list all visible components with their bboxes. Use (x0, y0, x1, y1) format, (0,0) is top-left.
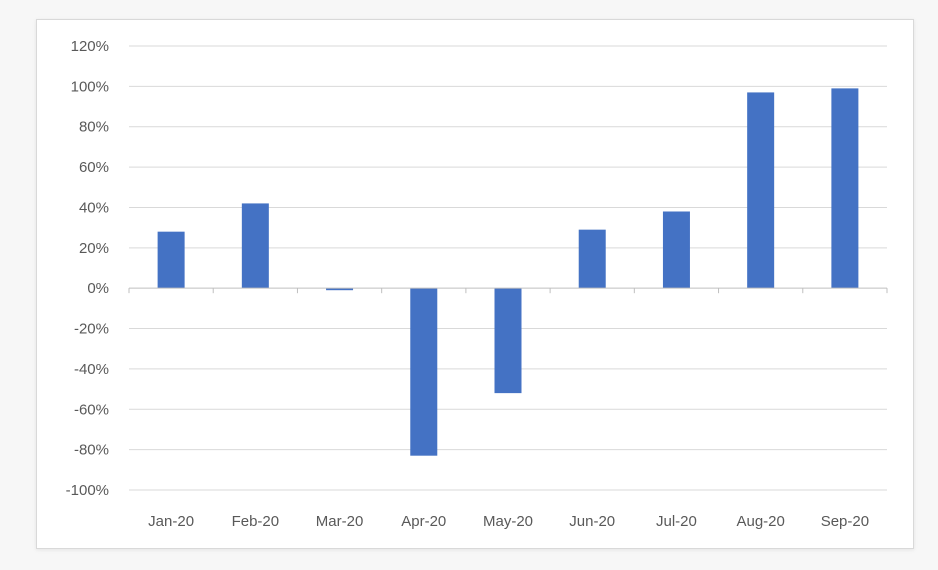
y-tick-label: -100% (66, 482, 109, 499)
y-tick-label: 60% (79, 159, 109, 176)
bar-sep-20 (831, 88, 859, 289)
x-axis-ticks: Jan-20 Feb-20 Mar-20 Apr-20 May-20 Jun-20 Jul-… (148, 513, 869, 530)
y-tick-label: 120% (71, 38, 109, 55)
bar-may-20 (494, 288, 522, 394)
bar-jan-20 (157, 231, 185, 289)
x-axis (128, 287, 888, 294)
y-tick-label: 100% (71, 78, 109, 95)
x-tick-label: May-20 (483, 513, 533, 530)
x-tick-label: Mar-20 (316, 513, 364, 530)
bar-chart: 120% 100% 80% 60% 40% 20% 0% -20% -40% -60% -80% -1… (66, 38, 888, 530)
x-tick-label: Aug-20 (736, 513, 784, 530)
y-tick-label: -60% (74, 401, 109, 418)
bar-jul-20 (662, 211, 690, 289)
x-tick-label: Jul-20 (656, 513, 697, 530)
y-tick-label: -40% (74, 361, 109, 378)
y-tick-label: 0% (87, 280, 109, 297)
y-tick-label: -80% (74, 442, 109, 459)
bar-jun-20 (578, 229, 606, 289)
x-tick-label: Sep-20 (821, 513, 869, 530)
bar-feb-20 (241, 203, 269, 289)
x-tick-label: Jun-20 (569, 513, 615, 530)
bar-aug-20 (747, 92, 775, 289)
y-tick-label: 80% (79, 119, 109, 136)
y-tick-label: -20% (74, 321, 109, 338)
bars (157, 88, 859, 456)
x-tick-label: Jan-20 (148, 513, 194, 530)
x-tick-label: Apr-20 (401, 513, 446, 530)
x-tick-label: Feb-20 (232, 513, 280, 530)
bar-mar-20 (326, 288, 354, 291)
y-tick-label: 40% (79, 199, 109, 216)
y-axis-ticks: 120% 100% 80% 60% 40% 20% 0% -20% -40% -60% -80% -1… (66, 38, 109, 499)
bar-apr-20 (410, 288, 438, 456)
chart-frame: 120% 100% 80% 60% 40% 20% 0% -20% -40% -60% -80% -1… (36, 19, 914, 549)
y-tick-label: 20% (79, 240, 109, 257)
